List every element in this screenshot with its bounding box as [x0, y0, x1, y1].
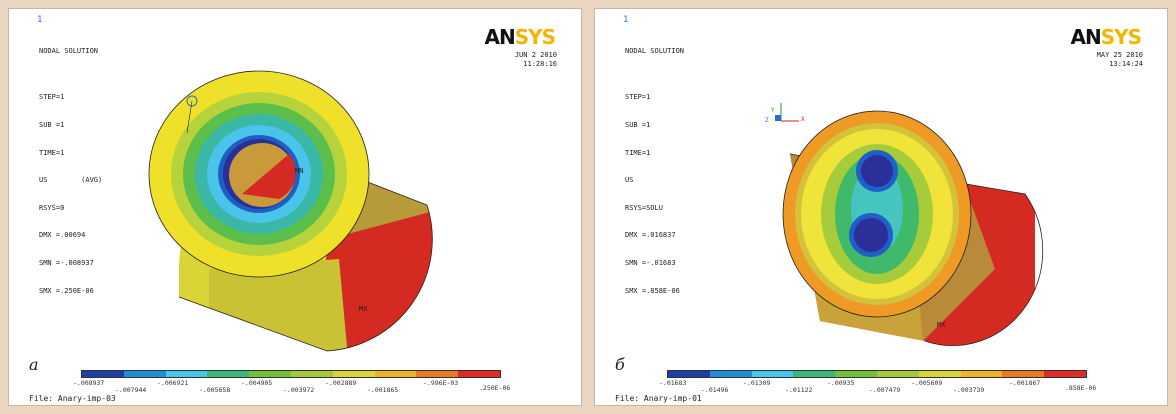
solution-info: NODAL SOLUTION STEP=1 SUB =1 TIME=1 US R… [625, 29, 684, 314]
info-line: SUB =1 [39, 121, 65, 130]
color-legend [667, 370, 1087, 378]
front-face [782, 110, 972, 318]
info-line: TIME=1 [625, 148, 651, 157]
info-line: NODAL SOLUTION [625, 47, 685, 56]
info-line: NODAL SOLUTION [39, 47, 99, 56]
legend-swatch [165, 371, 208, 377]
cylinder-model-a [148, 70, 433, 352]
legend-swatch [249, 371, 291, 377]
legend-value: -.001865 [367, 386, 399, 394]
color-legend [81, 370, 501, 378]
info-line: STEP=1 [625, 93, 651, 102]
legend-swatch [123, 371, 166, 377]
info-line: DMX =.016837 [625, 231, 676, 240]
time-text: 13:14:24 [1109, 60, 1143, 68]
legend-swatch [1044, 371, 1086, 377]
legend-swatch [332, 371, 375, 377]
axis-x-label: X [801, 116, 805, 123]
legend-labels: -.008937 -.006921 -.004905 -.002889 -.99… [9, 379, 581, 399]
legend-value: -.00935 [827, 379, 855, 387]
legend-value: -.003972 [283, 386, 315, 394]
legend-swatch [290, 371, 333, 377]
legend-swatch [751, 371, 794, 377]
ansys-logo: ANSYS [484, 25, 556, 49]
timestamp: JUN 2 2010 11:28:16 [515, 51, 557, 69]
info-line: RSYS=0 [39, 203, 65, 212]
axis-y-label: Y [771, 107, 775, 114]
axis-z-label: Z [765, 117, 769, 124]
legend-value: .858E-06 [1065, 384, 1097, 392]
file-name: File: Anary-imp-01 [615, 394, 702, 403]
info-line: SMN =-.01683 [625, 259, 676, 268]
legend-labels: -.01683 -.01309 -.00935 -.005609 -.00186… [595, 379, 1167, 399]
panel-letter: а [29, 355, 39, 374]
date-text: MAY 25 2010 [1096, 51, 1143, 59]
legend-swatch [82, 371, 124, 377]
legend-value: -.01683 [659, 379, 687, 387]
info-line: SMX =.250E-06 [39, 286, 94, 295]
legend-swatch [876, 371, 919, 377]
info-line: US (AVG) [39, 176, 103, 185]
frame-number: 1 [623, 15, 629, 25]
panel-b: 1 NODAL SOLUTION STEP=1 SUB =1 TIME=1 US… [594, 8, 1168, 406]
legend-value: -.007479 [869, 386, 901, 394]
file-name: File: Anary-imp-03 [29, 394, 116, 403]
mx-label: MX [937, 321, 946, 329]
legend-value: -.01496 [701, 386, 729, 394]
node-marker [186, 95, 198, 107]
info-line: SMX =.858E-06 [625, 286, 680, 295]
ansys-logo: ANSYS [1070, 25, 1142, 49]
legend-swatch [835, 371, 877, 377]
legend-swatch [458, 371, 500, 377]
legend-swatch [416, 371, 459, 377]
info-line: US [625, 176, 634, 185]
solution-info: NODAL SOLUTION STEP=1 SUB =1 TIME=1 US (… [39, 29, 102, 314]
legend-swatch [374, 371, 417, 377]
info-line: SUB =1 [625, 121, 651, 130]
legend-value: -.003739 [953, 386, 985, 394]
front-face [148, 70, 370, 278]
timestamp: MAY 25 2010 13:14:24 [1097, 51, 1143, 69]
legend-swatch [709, 371, 752, 377]
legend-value: -.005658 [199, 386, 231, 394]
legend-value: -.001867 [1009, 379, 1041, 387]
legend-swatch [793, 371, 836, 377]
legend-swatch [668, 371, 710, 377]
time-text: 11:28:16 [523, 60, 557, 68]
panel-a: 1 NODAL SOLUTION STEP=1 SUB =1 TIME=1 US… [8, 8, 582, 406]
legend-value: -.008937 [73, 379, 105, 387]
legend-value: -.002889 [325, 379, 357, 387]
info-line: SMN =-.008937 [39, 259, 94, 268]
mx-label: MX [359, 305, 368, 313]
legend-swatch [918, 371, 961, 377]
mn-label: MN [295, 167, 304, 175]
info-line: TIME=1 [39, 148, 65, 157]
legend-value: -.006921 [157, 379, 189, 387]
info-line: RSYS=SOLU [625, 203, 663, 212]
legend-value: -.005609 [911, 379, 943, 387]
legend-value: -.01309 [743, 379, 771, 387]
frame-number: 1 [37, 15, 43, 25]
info-line: STEP=1 [39, 93, 65, 102]
legend-value: -.007944 [115, 386, 147, 394]
legend-swatch [1002, 371, 1045, 377]
legend-value: -.996E-03 [423, 379, 459, 387]
cylinder-model-b [775, 103, 1044, 346]
legend-swatch [960, 371, 1003, 377]
info-line: DMX =.00694 [39, 231, 86, 240]
legend-value: -.01122 [785, 386, 813, 394]
panel-letter: б [615, 355, 625, 374]
legend-swatch [207, 371, 250, 377]
legend-value: .250E-06 [479, 384, 511, 392]
legend-value: -.004905 [241, 379, 273, 387]
axis-triad [775, 103, 799, 122]
date-text: JUN 2 2010 [514, 51, 557, 59]
